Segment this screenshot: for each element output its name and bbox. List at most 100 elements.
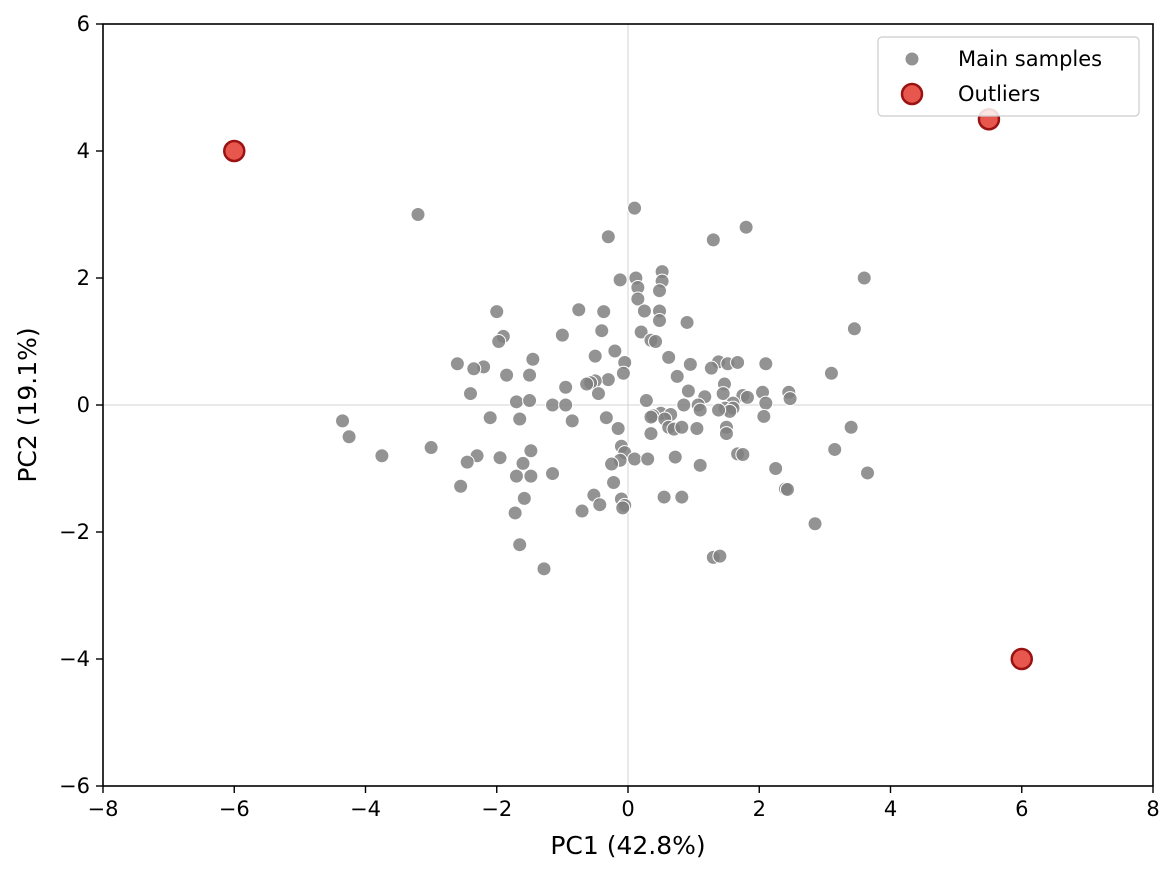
main-sample-point <box>652 313 667 329</box>
main-sample-point <box>522 393 538 409</box>
main-samples-points <box>335 200 876 577</box>
main-sample-point <box>592 497 608 513</box>
main-sample-point <box>703 360 719 376</box>
main-sample-point <box>627 451 643 467</box>
main-sample-point <box>669 368 685 384</box>
y-tick-label: −2 <box>59 520 90 544</box>
main-sample-point <box>545 466 561 482</box>
main-sample-point <box>516 490 532 506</box>
main-sample-point <box>705 232 721 248</box>
main-sample-point <box>860 465 876 481</box>
x-tick-label: 4 <box>884 797 897 821</box>
y-tick-label: 6 <box>77 12 90 36</box>
main-sample-point <box>756 408 772 424</box>
main-sample-point <box>679 314 695 330</box>
y-tick-label: 2 <box>77 266 90 290</box>
x-tick-label: −6 <box>219 797 250 821</box>
main-sample-point <box>558 397 574 413</box>
main-sample-point <box>554 327 570 343</box>
main-sample-point <box>590 386 606 402</box>
main-sample-point <box>615 365 631 381</box>
main-sample-point <box>692 457 708 473</box>
legend-label-main-samples: Main samples <box>958 47 1102 71</box>
main-sample-point <box>638 393 654 409</box>
main-sample-point <box>758 356 774 372</box>
main-sample-point <box>489 304 505 320</box>
main-sample-point <box>656 489 672 505</box>
main-sample-point <box>508 394 524 410</box>
main-sample-point <box>648 334 664 349</box>
main-sample-point <box>807 516 823 532</box>
x-tick-label: 0 <box>621 797 634 821</box>
x-tick-label: −4 <box>350 797 381 821</box>
main-sample-point <box>604 456 620 472</box>
y-axis-ticks: −6 −4 −2 0 2 4 6 <box>59 12 103 798</box>
main-sample-point <box>600 229 616 245</box>
main-sample-point <box>768 461 784 476</box>
main-sample-point <box>718 426 734 442</box>
main-sample-point <box>587 348 603 364</box>
main-sample-point <box>606 474 622 490</box>
main-sample-point <box>680 383 696 399</box>
main-sample-point <box>374 448 390 464</box>
main-sample-point <box>499 367 515 383</box>
main-sample-point <box>523 443 539 459</box>
main-sample-point <box>507 505 523 521</box>
main-sample-point <box>715 386 731 402</box>
main-sample-point <box>522 367 538 383</box>
main-sample-point <box>711 402 727 418</box>
main-sample-point <box>643 426 659 442</box>
main-sample-point <box>846 321 862 337</box>
main-sample-point <box>739 389 755 405</box>
x-tick-label: −8 <box>88 797 119 821</box>
main-sample-point <box>536 561 552 577</box>
y-axis-title: PC2 (19.1%) <box>13 327 42 482</box>
main-sample-point <box>564 413 580 429</box>
main-sample-point <box>843 419 859 435</box>
main-sample-point <box>492 450 508 466</box>
main-sample-point <box>712 548 728 564</box>
main-sample-point <box>827 441 843 457</box>
main-sample-point <box>607 343 623 359</box>
main-sample-point <box>682 356 698 372</box>
main-sample-point <box>612 272 628 288</box>
main-sample-point <box>782 391 798 407</box>
main-sample-point <box>525 351 541 367</box>
main-sample-point <box>676 397 692 413</box>
main-sample-point <box>779 481 795 497</box>
y-tick-label: −6 <box>59 774 90 798</box>
x-tick-label: 6 <box>1015 797 1028 821</box>
main-sample-point <box>423 440 439 456</box>
main-sample-point <box>610 420 626 436</box>
main-sample-point <box>758 395 774 411</box>
main-sample-point <box>512 411 528 427</box>
main-sample-point <box>735 447 751 463</box>
main-sample-point <box>335 413 351 429</box>
main-sample-point <box>636 303 652 319</box>
x-tick-label: 2 <box>753 797 766 821</box>
legend-box <box>877 36 1140 117</box>
main-sample-point <box>571 302 587 318</box>
main-sample-point <box>463 386 478 402</box>
main-sample-point <box>410 207 426 222</box>
x-axis-ticks: −8 −6 −4 −2 0 2 4 6 8 <box>88 786 1160 821</box>
main-sample-point <box>627 200 643 216</box>
main-sample-point <box>594 323 610 339</box>
main-sample-point <box>598 410 614 426</box>
main-sample-point <box>341 429 357 445</box>
main-sample-point <box>453 478 469 494</box>
y-tick-label: 0 <box>77 393 90 417</box>
main-sample-point <box>600 372 616 388</box>
main-sample-point <box>466 361 482 377</box>
outlier-point <box>223 139 246 163</box>
main-sample-point <box>545 397 561 413</box>
main-sample-point <box>667 449 683 465</box>
main-sample-point <box>692 402 708 418</box>
legend: Main samples Outliers <box>877 36 1140 117</box>
y-tick-label: −4 <box>59 647 90 671</box>
main-sample-point <box>738 219 754 235</box>
x-tick-label: 8 <box>1146 797 1159 821</box>
main-sample-point <box>640 451 656 467</box>
main-sample-point <box>652 283 667 299</box>
